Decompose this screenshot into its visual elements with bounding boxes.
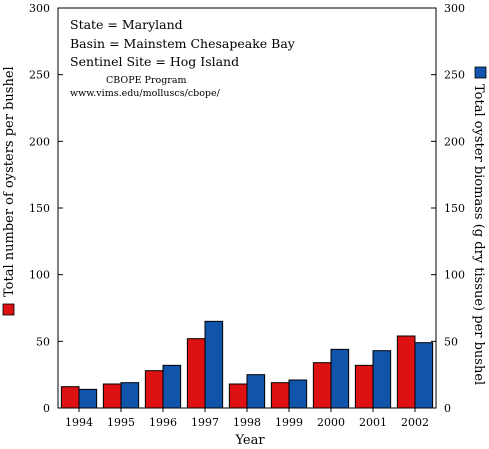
bar-oyster-biomass-1996 (162, 364, 182, 409)
x-tick-label: 1999 (275, 416, 303, 429)
bar-oyster-count-1994 (60, 386, 80, 409)
ticks-layer: 0 0 50 50 100 100 150 150 200 200 250 250 300 300 (29, 2, 465, 415)
bar-oyster-biomass-1997 (204, 320, 224, 409)
y-tick-label-right: 150 (444, 202, 465, 215)
bar-oyster-count-2000 (312, 362, 332, 409)
bar-oyster-biomass-1998 (246, 374, 266, 409)
bar-oyster-count-2002 (396, 335, 416, 409)
x-tick-label: 2000 (317, 416, 345, 429)
y-axis-left-title: Total number of oysters per bushel (2, 66, 17, 297)
x-tick-label: 1994 (65, 416, 93, 429)
legend-swatch-left (2, 303, 15, 316)
legend-swatch-right (474, 66, 487, 79)
annotation-state: State = Maryland (70, 17, 183, 32)
x-tick-label: 1998 (233, 416, 261, 429)
x-tick-label: 1996 (149, 416, 177, 429)
x-tick-labels: 1994 1995 1996 1997 1998 1999 2000 2001 2002 (65, 408, 429, 429)
y-tick-label-left: 300 (29, 2, 50, 15)
bar-oyster-count-1996 (144, 370, 164, 409)
x-tick-label: 2002 (401, 416, 429, 429)
annotation-site: Sentinel Site = Hog Island (70, 54, 239, 69)
bar-oyster-biomass-1995 (120, 382, 140, 409)
bar-oyster-biomass-2000 (330, 348, 350, 409)
y-tick-label-right: 300 (444, 2, 465, 15)
y-axis-left-title-group: Total number of oysters per bushel (2, 66, 17, 316)
x-tick-label: 1995 (107, 416, 135, 429)
bars-layer (60, 320, 434, 409)
y-tick-label-left: 0 (43, 402, 50, 415)
bar-oyster-count-1998 (228, 383, 248, 409)
y-tick-label-left: 100 (29, 269, 50, 282)
x-tick-label: 1997 (191, 416, 219, 429)
y-tick-label-left: 250 (29, 69, 50, 82)
y-tick-label-right: 50 (444, 335, 458, 348)
y-tick-label-right: 100 (444, 269, 465, 282)
bar-oyster-biomass-2001 (372, 350, 392, 409)
bar-oyster-biomass-1994 (78, 388, 98, 409)
annotation-url: www.vims.edu/molluscs/cbope/ (70, 88, 221, 99)
x-tick-label: 2001 (359, 416, 387, 429)
y-tick-label-right: 0 (444, 402, 451, 415)
y-tick-label-right: 250 (444, 69, 465, 82)
bar-oyster-biomass-2002 (414, 342, 434, 409)
x-axis-title: Year (234, 433, 265, 448)
bar-oyster-count-1999 (270, 382, 290, 409)
annotation-basin: Basin = Mainstem Chesapeake Bay (70, 36, 296, 51)
y-tick-label-left: 150 (29, 202, 50, 215)
bar-oyster-count-2001 (354, 364, 374, 409)
y-tick-label-right: 200 (444, 135, 465, 148)
y-axis-right-title: Total oyster biomass (g dry tissue) per … (471, 84, 486, 385)
y-tick-label-left: 200 (29, 135, 50, 148)
bar-oyster-count-1995 (102, 383, 122, 409)
y-tick-label-left: 50 (36, 335, 50, 348)
bar-oyster-count-1997 (186, 338, 206, 409)
bar-oyster-biomass-1999 (288, 379, 308, 409)
y-axis-right-title-group: Total oyster biomass (g dry tissue) per … (471, 66, 487, 385)
annotation-program: CBOPE Program (106, 75, 187, 86)
